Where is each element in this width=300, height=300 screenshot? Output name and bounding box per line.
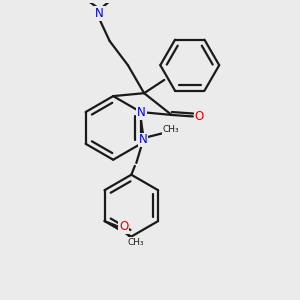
Text: O: O bbox=[195, 110, 204, 123]
Text: O: O bbox=[119, 220, 128, 233]
Text: CH₃: CH₃ bbox=[163, 125, 179, 134]
Text: N: N bbox=[95, 7, 104, 20]
Text: CH₃: CH₃ bbox=[127, 238, 144, 247]
Text: N: N bbox=[137, 106, 146, 119]
Text: N: N bbox=[139, 134, 148, 146]
